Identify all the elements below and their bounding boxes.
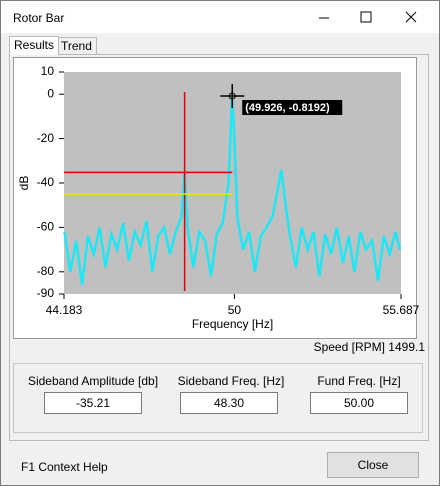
tab[interactable]: Trend <box>56 37 97 54</box>
tab[interactable]: Results <box>9 36 60 55</box>
x-tick-label: 55.687 <box>383 303 420 317</box>
field-label: Sideband Freq. [Hz] <box>177 374 285 388</box>
close-button[interactable]: Close <box>327 452 419 478</box>
field-value: -35.21 <box>44 392 142 414</box>
field-label: Sideband Amplitude [db] <box>27 374 159 388</box>
y-tick-label: -60 <box>37 220 55 234</box>
help-text: F1 Context Help <box>21 460 108 474</box>
x-tick-label: 50 <box>228 303 242 317</box>
y-tick-label: -80 <box>37 264 55 278</box>
title-bar: Rotor Bar <box>1 1 439 33</box>
y-axis-label: dB <box>17 176 31 191</box>
y-tick-label: -40 <box>37 175 55 189</box>
group-box <box>13 363 423 433</box>
field-value: 50.00 <box>310 392 408 414</box>
window-title: Rotor Bar <box>13 11 65 25</box>
y-tick-label: 0 <box>47 86 54 100</box>
field-label: Fund Freq. [Hz] <box>317 374 401 388</box>
cursor-point <box>228 92 236 100</box>
speed-label: Speed [RPM] <box>313 340 385 354</box>
window-controls[interactable] <box>301 1 439 33</box>
cursor-label-bg <box>242 100 343 116</box>
spectrum-line <box>63 95 402 286</box>
x-axis-label: Frequency [Hz] <box>192 317 273 331</box>
cursor-label: (49.926, -0.8192) <box>245 102 330 114</box>
field-value: 48.30 <box>180 392 278 414</box>
y-tick-label: -20 <box>37 131 55 145</box>
y-tick-label: 10 <box>41 64 55 78</box>
speed: Speed [RPM] 1499.1 <box>314 340 425 354</box>
x-tick-label: 44.183 <box>46 303 83 317</box>
speed-value: 1499.1 <box>388 340 425 354</box>
y-tick-label: -90 <box>37 286 55 300</box>
chart: 10 0 -20 -40 -60 -80 -90 44.183 50 55.687 Frequenc… <box>17 64 420 331</box>
